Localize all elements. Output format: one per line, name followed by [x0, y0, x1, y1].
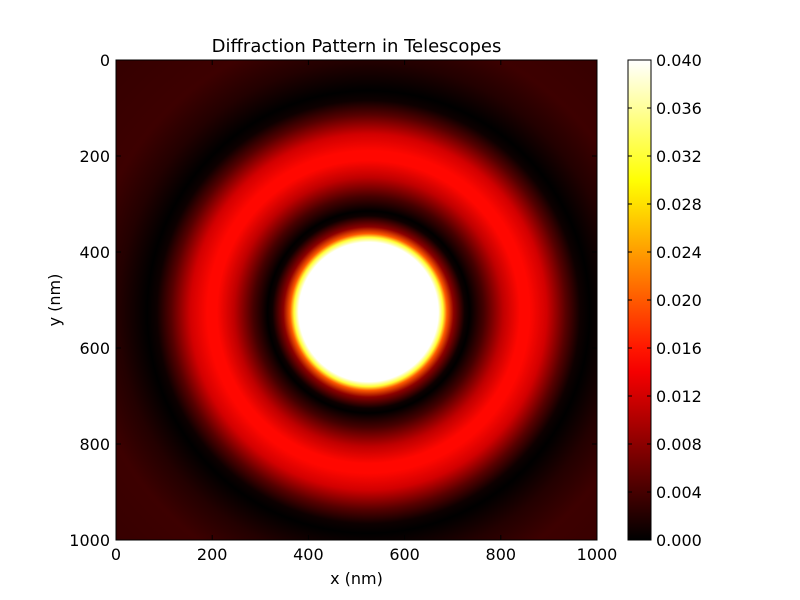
y-tick-label: 1000	[69, 531, 110, 550]
x-axis: 0 200 400 600 800 1000	[111, 60, 617, 564]
heatmap-image	[116, 60, 597, 540]
x-tick-label: 800	[486, 545, 517, 564]
y-axis: 0 200 400 600 800 1000	[69, 51, 597, 550]
colorbar-tick-label: 0.016	[656, 339, 702, 358]
x-tick-label: 1000	[577, 545, 618, 564]
x-tick-label: 400	[293, 545, 324, 564]
y-tick-label: 800	[79, 435, 110, 454]
colorbar-tick-label: 0.008	[656, 435, 702, 454]
colorbar: 0.000 0.004 0.008 0.012 0.016 0.020 0.024 0.028…	[627, 51, 702, 550]
colorbar-ticks: 0.000 0.004 0.008 0.012 0.016 0.020 0.024 0.028…	[628, 51, 702, 550]
x-tick-label: 600	[389, 545, 420, 564]
y-tick-label: 600	[79, 339, 110, 358]
chart-title: Diffraction Pattern in Telescopes	[212, 36, 502, 57]
colorbar-tick-label: 0.028	[656, 195, 702, 214]
colorbar-tick-label: 0.012	[656, 387, 702, 406]
colorbar-tick-label: 0.000	[656, 531, 702, 550]
y-tick-label: 0	[100, 51, 110, 70]
y-axis-label: y (nm)	[45, 274, 64, 327]
plot-area	[115, 59, 598, 541]
colorbar-tick-label: 0.024	[656, 243, 702, 262]
y-tick-label: 200	[79, 147, 110, 166]
colorbar-tick-label: 0.020	[656, 291, 702, 310]
plot-frame	[115, 59, 598, 541]
colorbar-tick-label: 0.040	[656, 51, 702, 70]
colorbar-tick-label: 0.004	[656, 483, 702, 502]
x-axis-label: x (nm)	[330, 569, 383, 588]
y-tick-label: 400	[79, 243, 110, 262]
x-tick-label: 200	[197, 545, 228, 564]
colorbar-tick-label: 0.032	[656, 147, 702, 166]
colorbar-tick-label: 0.036	[656, 99, 702, 118]
x-tick-label: 0	[111, 545, 121, 564]
